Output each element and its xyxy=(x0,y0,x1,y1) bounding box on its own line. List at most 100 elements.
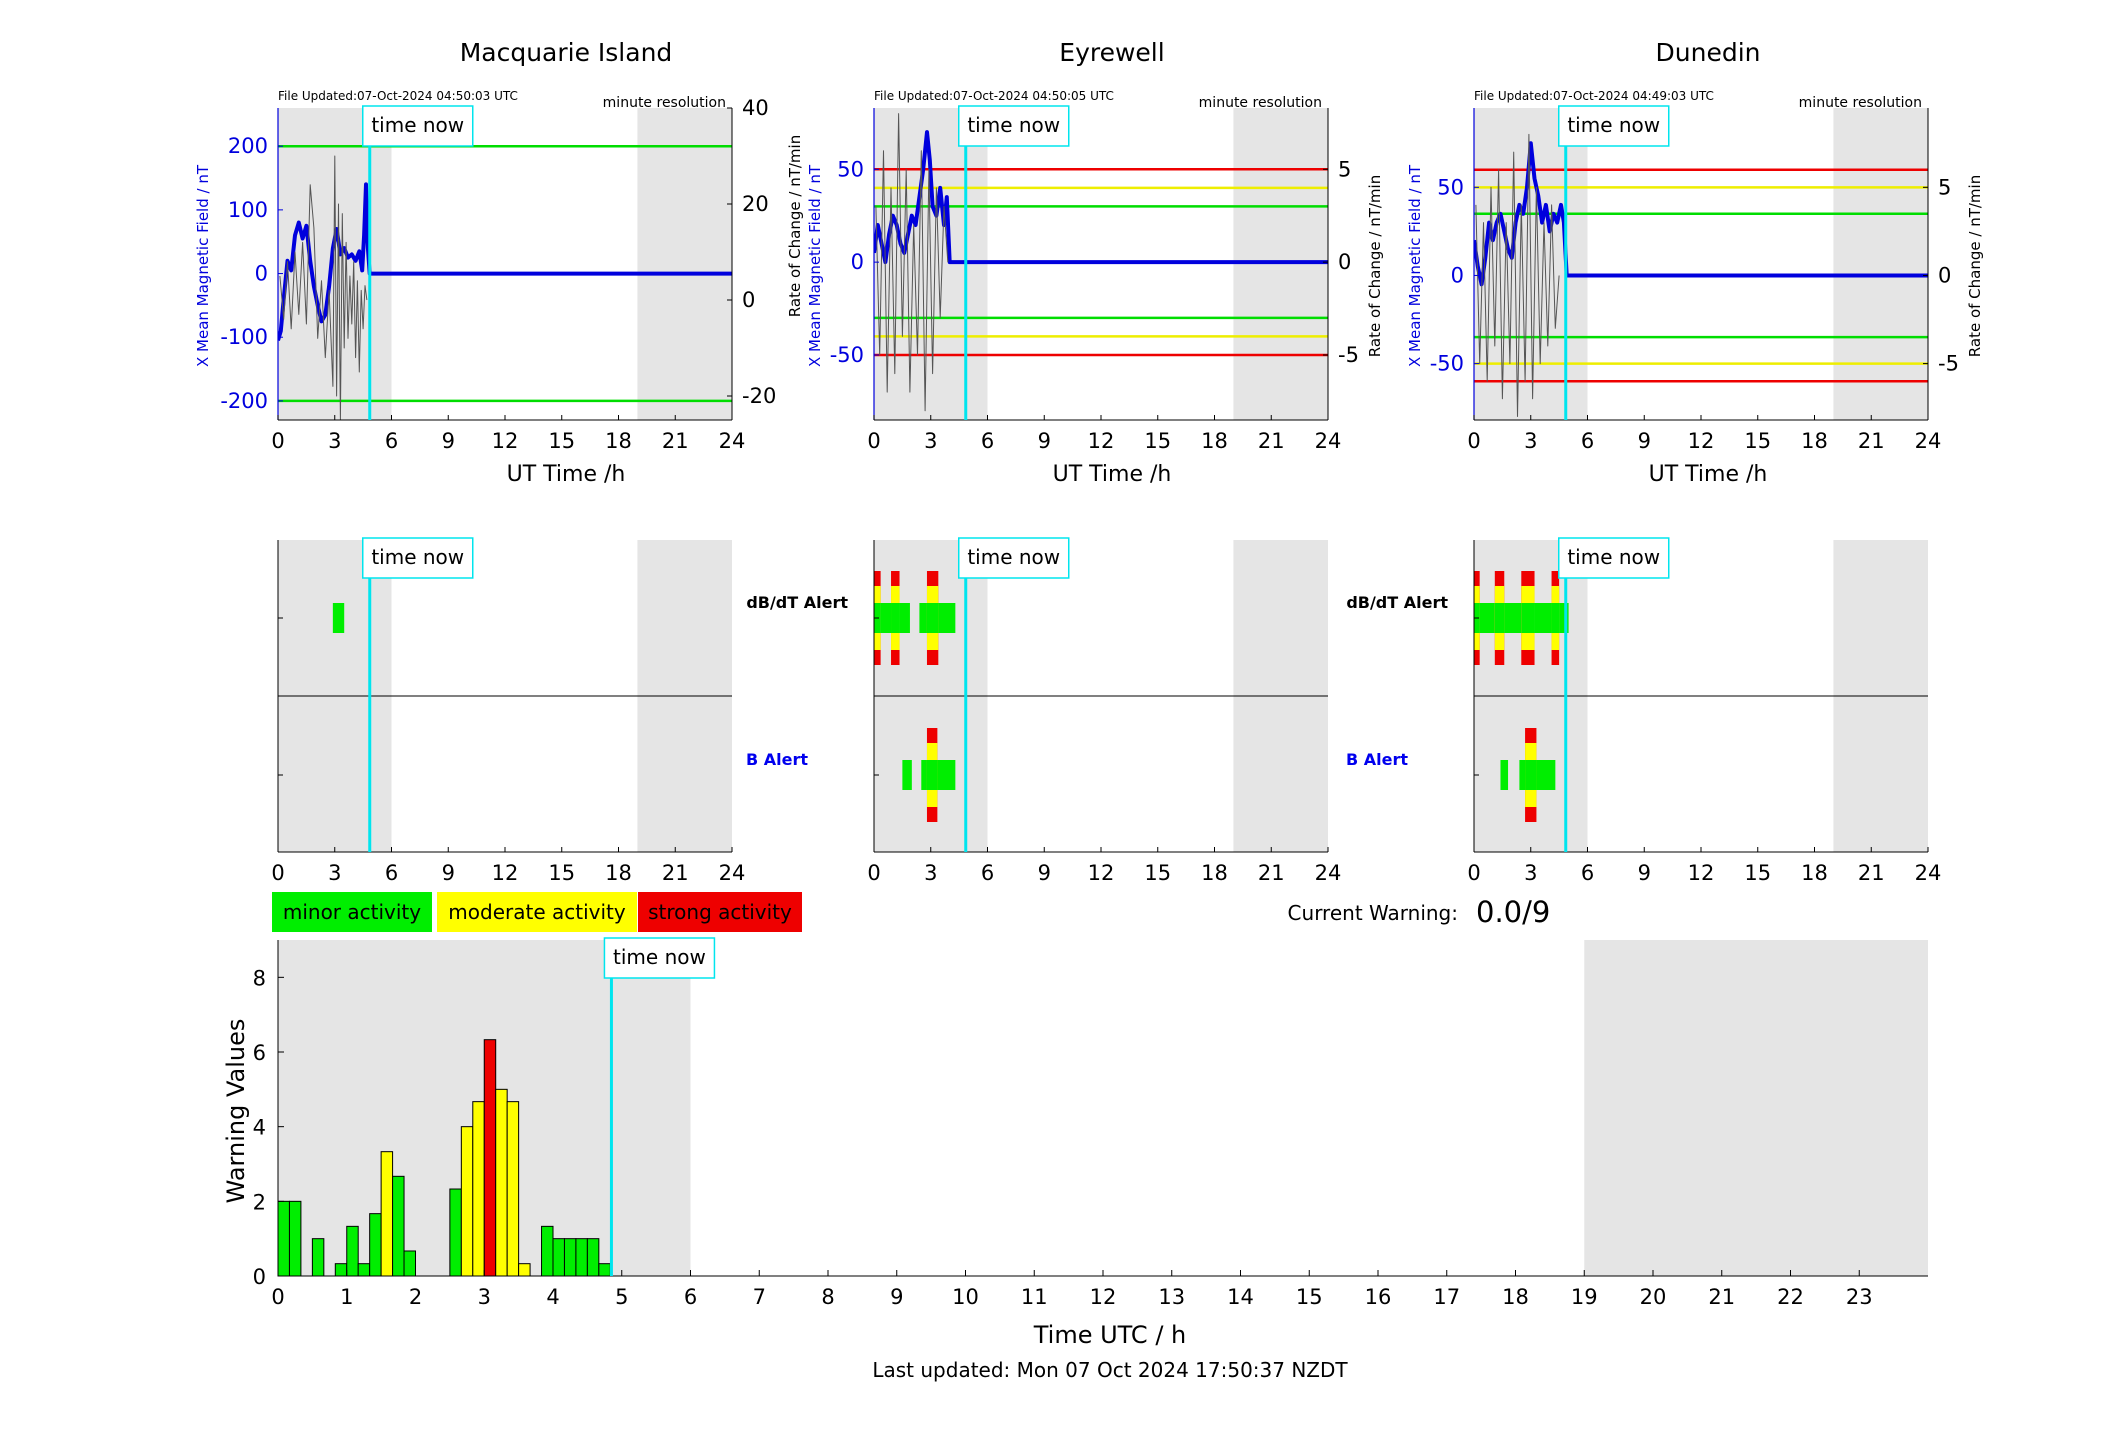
warning-x-tick-label: 14 xyxy=(1227,1285,1254,1309)
legend-label-minor: minor activity xyxy=(283,900,421,924)
time-now-label-eyrewell: time now xyxy=(967,113,1060,137)
ylabel-eyrewell: X Mean Magnetic Field / nT xyxy=(806,164,824,367)
series-group-dunedin xyxy=(1474,133,1928,417)
time-now-label-alert-macquarie: time now xyxy=(371,545,464,569)
warning-x-tick-label: 7 xyxy=(753,1285,766,1309)
x-tick-label-eyrewell: 9 xyxy=(1038,429,1051,453)
warning-bar xyxy=(288,1200,302,1277)
warning-bar xyxy=(495,1088,508,1277)
alert-plot-dunedin: 0 3 6 9 12 15 18 21 24 time now xyxy=(1467,537,1941,885)
alert-x-tick-label-macquarie: 18 xyxy=(605,861,632,885)
warning-y-tick-label: 2 xyxy=(253,1190,266,1214)
warning-x-tick-label: 12 xyxy=(1090,1285,1117,1309)
x-tick-label-dunedin: 24 xyxy=(1915,429,1942,453)
shaded-band-macquarie-0 xyxy=(278,108,392,420)
warning-x-tick-label: 17 xyxy=(1433,1285,1460,1309)
time-now-label-alert-dunedin: time now xyxy=(1567,545,1660,569)
x-tick-label-macquarie: 24 xyxy=(719,429,746,453)
alert-x-tick-label-eyrewell: 3 xyxy=(924,861,937,885)
warning-bar xyxy=(449,1188,462,1277)
alert-block-dbdt-macquarie xyxy=(332,603,345,633)
x-tick-label-eyrewell: 3 xyxy=(924,429,937,453)
alert-panel-eyrewell: dB/dT Alert B Alert 0 3 6 9 12 15 18 21 24 time n… xyxy=(746,537,1342,885)
y2label-dunedin: Rate of Change / nT/min xyxy=(1966,175,1984,357)
y2label-eyrewell: Rate of Change / nT/min xyxy=(1366,175,1384,357)
y-tick-label-macquarie: -100 xyxy=(220,325,268,349)
warning-bar xyxy=(586,1238,600,1277)
y-tick-label-dunedin: 50 xyxy=(1437,175,1464,199)
x-tick-label-eyrewell: 24 xyxy=(1315,429,1342,453)
series-line-rate-dunedin xyxy=(1475,133,1560,417)
time-now-label-alert-eyrewell: time now xyxy=(967,545,1060,569)
warning-x-tick-label: 0 xyxy=(271,1285,284,1309)
time-now-label-warning: time now xyxy=(613,945,706,969)
series-group-macquarie xyxy=(278,155,732,420)
xlabel-macquarie: UT Time /h xyxy=(507,462,626,487)
alert-x-tick-label-eyrewell: 18 xyxy=(1201,861,1228,885)
legend-swatch-moderate xyxy=(437,892,637,932)
warning-y-tick-label: 6 xyxy=(253,1041,266,1065)
alert-plot-eyrewell: 0 3 6 9 12 15 18 21 24 time now xyxy=(867,537,1342,885)
last-updated-footer: Last updated: Mon 07 Oct 2024 17:50:37 N… xyxy=(872,1358,1348,1382)
series-line-field-macquarie xyxy=(278,182,732,341)
resolution-label-macquarie: minute resolution xyxy=(603,95,726,111)
y-tick-label-dunedin: 0 xyxy=(1451,263,1464,287)
warning-x-tick-label: 11 xyxy=(1021,1285,1048,1309)
alert-x-tick-label-eyrewell: 15 xyxy=(1144,861,1171,885)
warning-x-tick-label: 15 xyxy=(1296,1285,1323,1309)
warning-x-tick-label: 18 xyxy=(1502,1285,1529,1309)
time-now-box-eyrewell xyxy=(957,105,1070,147)
warning-bar xyxy=(311,1238,325,1277)
time-now-box-alert-eyrewell xyxy=(957,537,1070,579)
time-now-label-dunedin: time now xyxy=(1567,113,1660,137)
alert-block-dbdt-eyrewell xyxy=(899,603,910,633)
alert-x-tick-label-macquarie: 24 xyxy=(719,861,746,885)
y-tick-label-macquarie: 100 xyxy=(228,198,268,222)
warning-bar xyxy=(334,1263,348,1277)
shaded-band-macquarie-1 xyxy=(637,108,732,420)
alert-x-tick-label-macquarie: 12 xyxy=(492,861,519,885)
alert-x-tick-label-eyrewell: 24 xyxy=(1315,861,1342,885)
warning-bar xyxy=(369,1213,382,1277)
time-now-box-macquarie xyxy=(361,105,474,147)
current-warning-label: Current Warning: xyxy=(1288,901,1458,925)
x-tick-label-dunedin: 18 xyxy=(1801,429,1828,453)
alert-x-tick-label-dunedin: 18 xyxy=(1801,861,1828,885)
alert-x-tick-label-eyrewell: 6 xyxy=(981,861,994,885)
alert-x-tick-label-dunedin: 9 xyxy=(1638,861,1651,885)
y2-tick-label-macquarie: -20 xyxy=(742,384,776,408)
resolution-label-dunedin: minute resolution xyxy=(1799,95,1922,111)
mag-panel-eyrewell: Eyrewell File Updated:07-Oct-2024 04:50:… xyxy=(806,38,1384,487)
alert-x-tick-label-dunedin: 12 xyxy=(1688,861,1715,885)
alert-x-tick-label-dunedin: 3 xyxy=(1524,861,1537,885)
plot-area-macquarie: 0 3 6 9 12 15 18 21 24-200-1000100200-2002040tim… xyxy=(220,96,776,453)
alert-x-tick-label-macquarie: 3 xyxy=(328,861,341,885)
warning-x-tick-label: 6 xyxy=(684,1285,697,1309)
station-title-dunedin: Dunedin xyxy=(1656,38,1761,67)
xlabel-dunedin: UT Time /h xyxy=(1649,462,1768,487)
b-alert-label-dunedin: B Alert xyxy=(1346,750,1408,769)
warning-x-tick-label: 5 xyxy=(615,1285,628,1309)
y-tick-label-macquarie: -200 xyxy=(220,389,268,413)
warning-bar xyxy=(346,1225,359,1277)
alert-block-dbdt-dunedin xyxy=(1559,603,1569,633)
alert-block-b-eyrewell xyxy=(926,760,938,790)
x-tick-label-dunedin: 0 xyxy=(1467,429,1480,453)
warning-x-tick-label: 21 xyxy=(1708,1285,1735,1309)
y-tick-label-macquarie: 200 xyxy=(228,134,268,158)
ylabel-dunedin: X Mean Magnetic Field / nT xyxy=(1406,164,1424,367)
alert-block-dbdt-dunedin xyxy=(1534,603,1552,633)
x-tick-label-macquarie: 3 xyxy=(328,429,341,453)
alert-block-b-dunedin xyxy=(1525,760,1537,790)
warning-bar xyxy=(575,1238,588,1277)
warning-bar xyxy=(552,1238,565,1277)
x-tick-label-eyrewell: 15 xyxy=(1144,429,1171,453)
warning-xlabel: Time UTC / h xyxy=(1033,1321,1187,1349)
alert-block-b-eyrewell xyxy=(902,760,912,790)
warning-ylabel: Warning Values xyxy=(222,1019,250,1204)
warning-x-tick-label: 10 xyxy=(952,1285,979,1309)
time-now-box-alert-dunedin xyxy=(1557,537,1670,579)
